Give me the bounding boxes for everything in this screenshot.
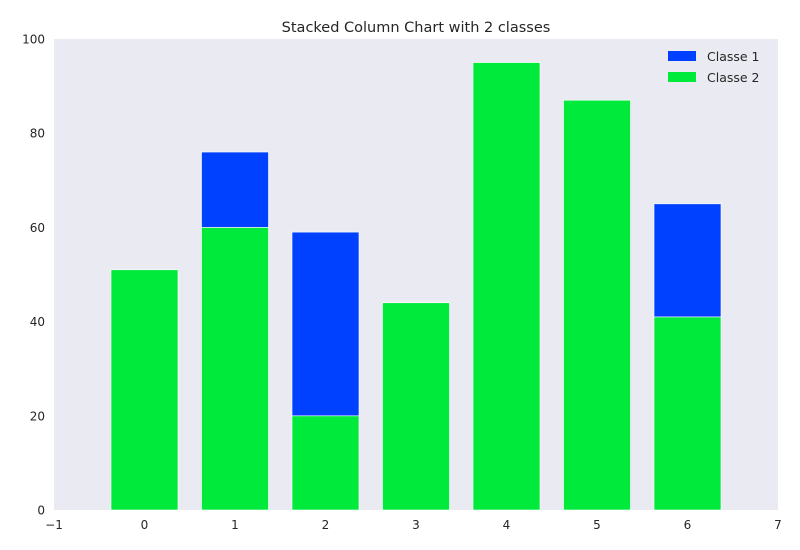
bar-classe-2-x5	[563, 99, 631, 511]
bar-classe-2-x2	[291, 415, 360, 511]
y-axis: 0 20 40 60 80 100	[22, 33, 45, 518]
x-tick-label: 0	[141, 518, 149, 532]
bar-classe-2-x1	[201, 227, 269, 511]
legend-label-classe-1: Classe 1	[707, 49, 760, 64]
bar-classe-1-x1	[201, 151, 269, 228]
x-tick-label: 2	[322, 518, 330, 532]
x-tick-label: 7	[774, 518, 782, 532]
legend-swatch-classe-2	[668, 72, 696, 82]
bar-classe-2-x4	[472, 62, 541, 511]
bar-classe-2-x3	[382, 302, 450, 511]
x-tick-label: 3	[412, 518, 420, 532]
x-tick-label: 5	[593, 518, 601, 532]
y-tick-label: 40	[30, 315, 45, 329]
x-tick-label: 4	[503, 518, 511, 532]
x-tick-label: 1	[231, 518, 239, 532]
legend: Classe 1 Classe 2	[668, 49, 760, 85]
y-tick-label: 100	[22, 33, 45, 47]
bar-classe-2-x6	[653, 316, 722, 511]
bar-classe-2-x0	[110, 269, 179, 511]
bar-classe-1-x2	[291, 231, 360, 417]
chart-title: Stacked Column Chart with 2 classes	[282, 20, 551, 36]
bar-classe-1-x6	[653, 203, 722, 318]
bars-layer	[110, 62, 722, 511]
x-tick-label: −1	[45, 518, 63, 532]
y-tick-label: 80	[30, 127, 45, 141]
x-tick-label: 6	[684, 518, 692, 532]
y-tick-label: 20	[30, 409, 45, 423]
y-tick-label: 0	[37, 504, 45, 518]
y-tick-label: 60	[30, 221, 45, 235]
legend-label-classe-2: Classe 2	[707, 70, 760, 85]
legend-swatch-classe-1	[668, 51, 696, 61]
x-axis: −1 0 1 2 3 4 5 6 7	[45, 518, 782, 532]
